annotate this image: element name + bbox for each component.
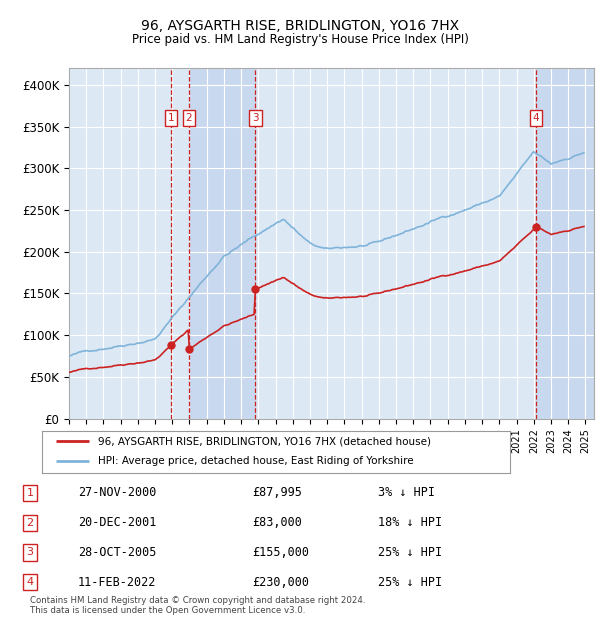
Text: 3% ↓ HPI: 3% ↓ HPI <box>378 487 435 499</box>
Text: 25% ↓ HPI: 25% ↓ HPI <box>378 576 442 588</box>
Text: Contains HM Land Registry data © Crown copyright and database right 2024.
This d: Contains HM Land Registry data © Crown c… <box>30 596 365 615</box>
Text: 11-FEB-2022: 11-FEB-2022 <box>78 576 157 588</box>
Text: £155,000: £155,000 <box>252 546 309 559</box>
Text: 2: 2 <box>185 113 192 123</box>
Text: 28-OCT-2005: 28-OCT-2005 <box>78 546 157 559</box>
Text: 4: 4 <box>26 577 34 587</box>
Text: HPI: Average price, detached house, East Riding of Yorkshire: HPI: Average price, detached house, East… <box>98 456 414 466</box>
Text: 3: 3 <box>26 547 34 557</box>
Text: 1: 1 <box>26 488 34 498</box>
Text: 3: 3 <box>252 113 259 123</box>
Bar <box>189 68 256 418</box>
Text: 1: 1 <box>167 113 174 123</box>
Bar <box>536 68 594 418</box>
Text: 18% ↓ HPI: 18% ↓ HPI <box>378 516 442 529</box>
Text: 4: 4 <box>533 113 539 123</box>
Text: £83,000: £83,000 <box>252 516 302 529</box>
Text: Price paid vs. HM Land Registry's House Price Index (HPI): Price paid vs. HM Land Registry's House … <box>131 33 469 46</box>
Text: 96, AYSGARTH RISE, BRIDLINGTON, YO16 7HX (detached house): 96, AYSGARTH RISE, BRIDLINGTON, YO16 7HX… <box>98 436 431 446</box>
Text: 2: 2 <box>26 518 34 528</box>
Text: 96, AYSGARTH RISE, BRIDLINGTON, YO16 7HX: 96, AYSGARTH RISE, BRIDLINGTON, YO16 7HX <box>141 19 459 33</box>
Text: 25% ↓ HPI: 25% ↓ HPI <box>378 546 442 559</box>
Text: 27-NOV-2000: 27-NOV-2000 <box>78 487 157 499</box>
Text: 20-DEC-2001: 20-DEC-2001 <box>78 516 157 529</box>
Text: £87,995: £87,995 <box>252 487 302 499</box>
Text: £230,000: £230,000 <box>252 576 309 588</box>
